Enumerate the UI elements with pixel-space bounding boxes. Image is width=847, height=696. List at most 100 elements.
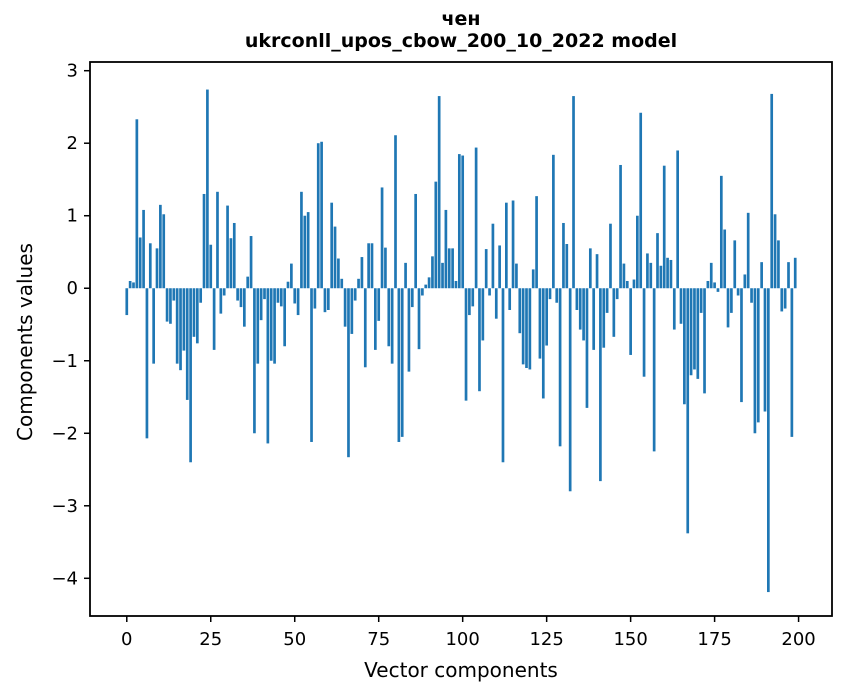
bar [179, 288, 182, 371]
x-tick-label: 150 [613, 629, 647, 650]
bar [615, 288, 619, 300]
bar [199, 288, 203, 303]
bar [511, 200, 515, 289]
bar [565, 244, 569, 289]
y-tick-label: −4 [51, 568, 78, 589]
bar [639, 112, 643, 289]
bar [236, 288, 239, 301]
bar [189, 288, 192, 463]
bar [169, 288, 172, 324]
bar [195, 288, 199, 344]
bar [192, 288, 196, 337]
bar [780, 288, 784, 312]
y-tick-label: 0 [67, 278, 78, 299]
bar [421, 288, 424, 296]
x-tick-label: 100 [445, 629, 479, 650]
bar [669, 259, 673, 289]
bar [138, 237, 142, 289]
bar [676, 150, 679, 289]
bar [696, 288, 700, 379]
bar [370, 243, 374, 289]
bar [216, 191, 219, 289]
bar [353, 288, 357, 301]
bar [733, 240, 737, 289]
bar [159, 204, 162, 289]
bar [273, 288, 276, 364]
bar [582, 288, 585, 341]
bar [347, 288, 350, 458]
bar [709, 262, 713, 289]
bar [441, 262, 444, 289]
bar [605, 288, 609, 313]
bar [326, 288, 330, 310]
bar [552, 154, 555, 289]
bar [135, 119, 139, 289]
bar [568, 288, 572, 492]
bar [209, 244, 213, 289]
bar [323, 288, 327, 313]
bar [703, 288, 706, 394]
bar [468, 288, 471, 316]
bar [226, 205, 229, 289]
bar [538, 288, 542, 359]
bar [212, 288, 216, 350]
bar [474, 147, 478, 289]
bar [404, 262, 407, 289]
y-tick-label: −3 [51, 496, 78, 517]
bar [431, 256, 434, 289]
bar [770, 93, 774, 289]
bar [683, 288, 686, 405]
bar [306, 212, 310, 289]
bar [437, 96, 441, 289]
bar [632, 279, 636, 289]
bar [286, 281, 290, 289]
bar [390, 288, 394, 364]
bar [337, 258, 340, 289]
bar [263, 288, 266, 300]
bar [296, 288, 300, 316]
bar [773, 214, 777, 289]
bar [313, 288, 317, 309]
bar [528, 288, 532, 370]
bar [686, 288, 690, 534]
bar [525, 288, 528, 368]
y-tick-label: 2 [67, 133, 78, 154]
bar [646, 253, 649, 289]
bar [243, 288, 246, 327]
bar [790, 288, 794, 437]
bar [679, 288, 683, 324]
bars-group [125, 89, 797, 593]
bar [142, 209, 145, 289]
bar [253, 288, 256, 434]
bar [185, 288, 189, 400]
bar [585, 288, 589, 408]
bar [367, 243, 370, 289]
bar [343, 288, 347, 327]
bar [330, 202, 334, 289]
bar [457, 154, 461, 289]
bar [279, 288, 283, 307]
bar [659, 265, 663, 289]
x-tick-label: 200 [781, 629, 815, 650]
bar [783, 288, 787, 309]
x-tick-label: 50 [283, 629, 306, 650]
bar [787, 262, 790, 289]
bar [444, 209, 448, 289]
bar [588, 248, 592, 289]
x-tick-label: 175 [697, 629, 731, 650]
bar [555, 288, 559, 303]
bar [505, 202, 508, 289]
bar [719, 175, 723, 289]
bar [320, 141, 323, 289]
bar [407, 288, 411, 372]
bar [219, 288, 223, 314]
bar [447, 248, 451, 289]
bar [793, 257, 797, 289]
bar [652, 288, 656, 452]
bar [303, 215, 307, 289]
bar [625, 280, 629, 289]
bar [360, 257, 364, 289]
bar [374, 288, 377, 350]
bar [410, 288, 414, 308]
